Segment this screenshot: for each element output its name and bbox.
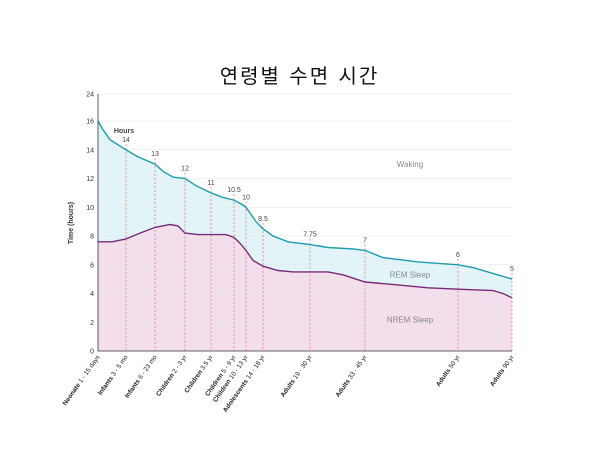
age-range: 1 - 15 days [77,354,102,385]
total-sleep-line [97,120,513,280]
x-tick-label: Infants 3 - 5 mo [97,354,130,397]
nrem-label: NREM Sleep [387,315,434,324]
data-label: 10 [242,194,250,201]
age-group-name: Neonate [62,380,83,407]
y-tick-label: 4 [90,291,94,298]
data-label: 12 [181,166,189,173]
y-tick-label: 24 [86,92,94,99]
age-group-name: Adults [489,366,507,388]
age-group-name: Adults [435,366,453,388]
data-label: 6 [456,252,460,259]
age-group-name: Children [155,371,177,398]
data-label: 14 [122,137,130,144]
y-tick-label: 8 [90,234,94,241]
age-group-name: Adults [335,377,353,399]
x-tick-label: Adults 90 yr [489,353,516,388]
data-label: 7.75 [303,232,317,239]
y-tick-label: 16 [86,119,94,126]
age-range: 3.5 yr [200,353,216,371]
age-range: 90 yr [502,353,517,370]
y-tick-label: 10 [86,205,94,212]
y-tick-label: 12 [86,176,94,183]
chart-lines [97,120,513,299]
y-axis-label: Time (hours) [68,202,75,244]
age-range: 2 - 3 yr [171,353,189,374]
data-label: 11 [207,180,214,187]
y-tick-label: 6 [90,262,94,269]
x-tick-label: Neonate 1 - 15 days [62,354,102,407]
waking-label: Waking [397,160,423,169]
data-label: 5 [510,266,514,273]
chart-labels: 14 13 12 11 10.510 8.5 7.75 7 6 5 Hours Waking REM S… [114,128,514,325]
y-tick-label: 14 [86,147,94,154]
age-range: 6 - 23 mo [137,354,159,381]
age-range: 33 - 45 yr [347,353,369,380]
age-range: 3 - 5 mo [110,354,130,378]
nrem-sleep-line [98,223,513,299]
unit-label: Hours [114,128,134,135]
data-label: 13 [151,151,159,158]
age-range: 50 yr [448,353,463,370]
rem-label: REM Sleep [390,271,431,280]
y-tick-label: 0 [90,349,94,356]
nrem-area [98,224,512,351]
age-group-name: Infants [97,374,116,397]
age-group-name: Infants [124,377,143,400]
rem-area [98,121,512,298]
chart-title: 연령별 수면 시간 [219,64,380,88]
age-range: 19 - 30 yr [292,353,314,380]
x-tick-label: Adults 33 - 45 yr [335,353,370,398]
data-label: 10.5 [227,187,241,194]
x-tick-label: Adults 50 yr [435,353,462,388]
y-tick-label: 2 [90,320,94,327]
chart-fills [98,121,512,351]
age-group-name: Children [183,367,205,394]
x-tick-label: Adults 19 - 30 yr [280,353,315,398]
age-group-name: Adults [280,377,298,399]
age-guides [125,143,513,351]
x-tick-label: Infants 6 - 23 mo [124,354,159,400]
data-label: 8.5 [258,216,268,223]
data-label: 7 [363,237,367,244]
